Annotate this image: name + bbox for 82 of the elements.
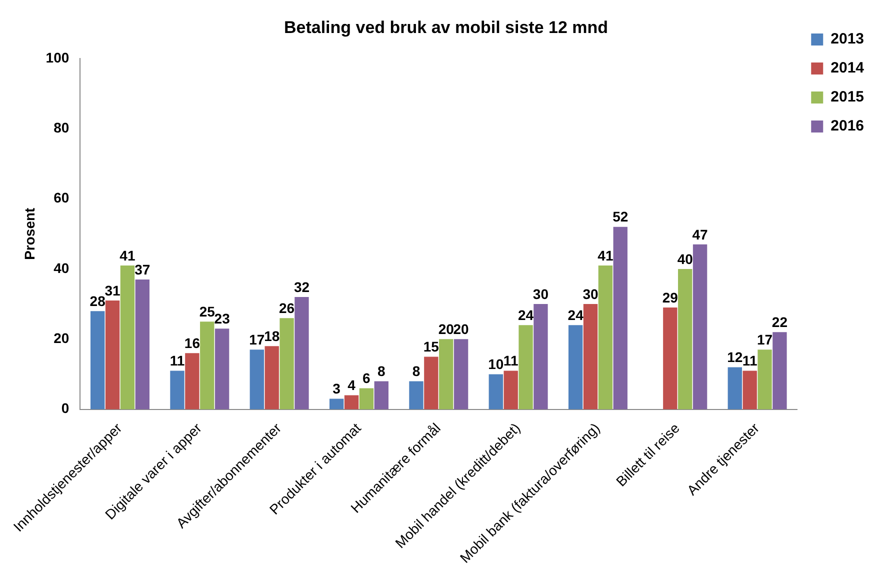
y-tick-label: 80 [54, 119, 70, 136]
bar [454, 339, 468, 410]
bar [424, 356, 438, 410]
chart-title: Betaling ved bruk av mobil siste 12 mnd [284, 18, 608, 37]
data-label: 17 [249, 332, 265, 348]
bar [135, 279, 150, 410]
bar [678, 268, 692, 410]
data-label: 31 [104, 282, 121, 298]
bar [518, 325, 533, 410]
y-tick-label: 20 [54, 330, 70, 346]
data-label: 4 [348, 377, 356, 394]
data-label: 15 [423, 338, 440, 355]
y-tick-label: 60 [54, 190, 70, 206]
bar [598, 265, 613, 410]
bar [200, 322, 214, 410]
bar [120, 265, 135, 410]
bar [344, 395, 359, 410]
data-label: 24 [568, 306, 584, 323]
data-label: 26 [278, 300, 295, 316]
y-tick-label: 0 [61, 400, 70, 416]
data-label: 30 [582, 286, 598, 302]
data-label: 16 [184, 335, 200, 352]
data-label: 52 [612, 208, 628, 225]
bar [185, 353, 200, 410]
data-label: 41 [598, 247, 614, 264]
bar [250, 350, 264, 410]
data-label: 8 [377, 363, 386, 380]
data-label: 32 [294, 278, 310, 295]
bar [329, 398, 344, 410]
data-label: 12 [727, 349, 743, 366]
data-label: 11 [503, 352, 518, 369]
y-tick-label: 40 [54, 260, 70, 276]
bar [504, 370, 518, 410]
legend-label: 2014 [830, 60, 865, 77]
data-label: 29 [662, 289, 678, 306]
legend-label: 2015 [830, 88, 864, 106]
bar [439, 339, 454, 410]
data-label: 37 [134, 261, 150, 278]
data-label: 10 [488, 356, 504, 372]
y-tick-label: 100 [46, 49, 70, 66]
bar [409, 381, 424, 410]
legend-label: 2013 [830, 30, 864, 48]
bar [772, 332, 787, 410]
data-label: 25 [199, 303, 216, 320]
data-label: 28 [90, 292, 106, 309]
bar [534, 304, 548, 410]
bar [90, 311, 105, 410]
bar [742, 370, 757, 410]
bar [583, 304, 598, 410]
bar [613, 226, 628, 410]
data-label: 47 [692, 226, 708, 242]
y-axis-title: Prosent [21, 207, 38, 260]
data-label: 23 [214, 310, 230, 326]
data-label: 41 [120, 247, 136, 264]
data-label: 22 [772, 314, 788, 330]
bar [374, 381, 388, 410]
data-label: 17 [756, 332, 773, 348]
bar [758, 350, 772, 410]
data-label: 8 [412, 363, 420, 380]
bar [214, 328, 230, 410]
legend-label: 2016 [830, 118, 864, 135]
data-label: 6 [362, 370, 371, 386]
bar [105, 300, 120, 410]
data-label: 20 [453, 321, 470, 337]
bar [728, 367, 742, 410]
bar [568, 325, 583, 410]
data-label: 24 [518, 306, 534, 323]
bar [264, 346, 279, 410]
data-label: 11 [742, 352, 758, 369]
data-label: 3 [332, 380, 341, 397]
bar [692, 244, 708, 410]
data-label: 18 [264, 328, 280, 344]
bar [488, 374, 503, 410]
bar [663, 308, 678, 410]
bar [294, 297, 309, 410]
data-label: 40 [677, 250, 694, 267]
bar [170, 370, 184, 410]
data-label: 20 [438, 321, 454, 337]
bar [359, 388, 374, 410]
bar [280, 318, 294, 410]
data-label: 30 [532, 286, 549, 302]
data-label: 11 [170, 352, 185, 369]
